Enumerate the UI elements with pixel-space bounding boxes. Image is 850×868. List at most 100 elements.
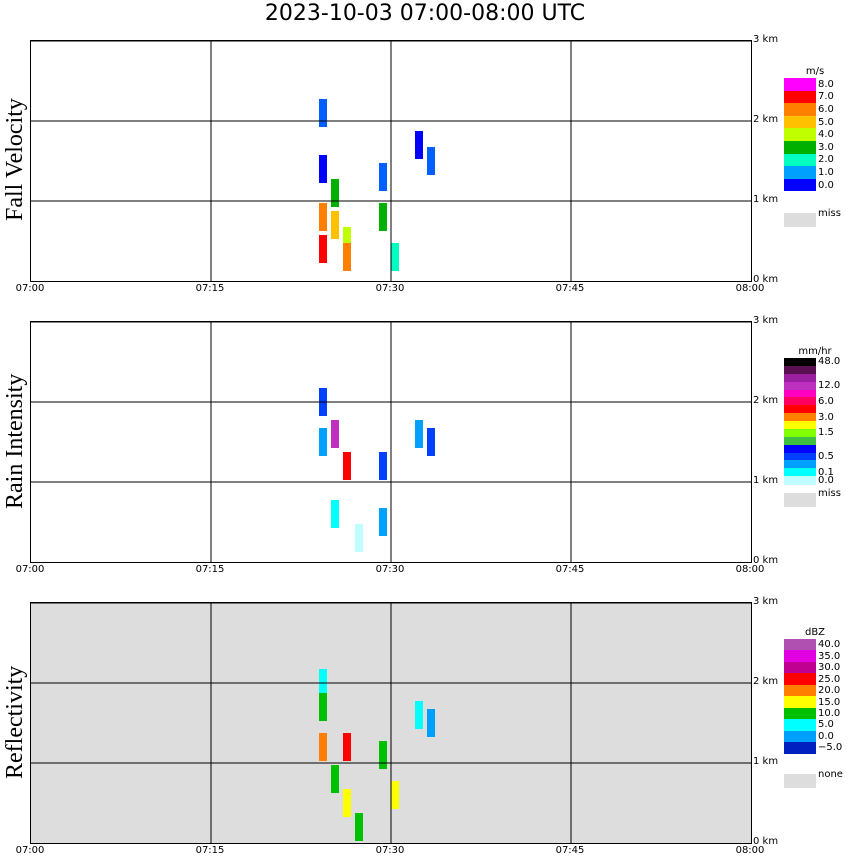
legend-label: 40.0	[818, 639, 841, 651]
echo-cell	[319, 693, 327, 721]
echo-cell	[379, 203, 387, 231]
legend-swatch	[784, 696, 816, 709]
legend-swatch	[784, 373, 816, 383]
x-tick-label: 07:00	[15, 283, 45, 294]
legend-swatch	[784, 707, 816, 720]
legend-missing-label: miss	[818, 488, 841, 499]
echo-cell	[319, 235, 327, 263]
legend-label: 15.0	[818, 696, 841, 708]
echo-cell	[319, 203, 327, 231]
legend-label: 5.0	[818, 719, 834, 731]
echo-cell	[331, 500, 339, 528]
legend-label: 3.0	[818, 141, 834, 153]
echo-cell	[343, 789, 351, 817]
echo-cell	[343, 227, 351, 255]
fall-velocity-label: Fall Velocity	[2, 98, 28, 222]
legend-label: 12.0	[818, 380, 841, 392]
legend-swatch	[784, 365, 816, 375]
legend-swatch	[784, 397, 816, 406]
x-tick-label: 07:45	[555, 845, 585, 856]
x-tick-label: 07:00	[15, 845, 45, 856]
echo-cell	[331, 765, 339, 793]
legend-swatch	[784, 166, 816, 180]
y-tick-label: 3 km	[753, 34, 779, 45]
legend-swatch	[784, 476, 816, 485]
legend-label: 35.0	[818, 650, 841, 662]
rain-intensity-label: Rain Intensity	[2, 373, 28, 509]
legend-label: −5.0	[818, 742, 843, 754]
x-tick-label: 07:15	[195, 564, 225, 575]
echo-cell	[379, 741, 387, 769]
echo-cell	[343, 243, 351, 271]
legend-label: 0.0	[818, 730, 834, 742]
reflectivity-plot-area	[30, 602, 752, 844]
legend-label: 8.0	[818, 78, 834, 90]
legend-swatch	[784, 421, 816, 430]
legend-label: 3.0	[818, 411, 834, 423]
legend-label: 1.0	[818, 167, 834, 178]
legend-swatch	[784, 650, 816, 663]
legend-missing-swatch	[784, 213, 816, 227]
x-tick-label: 07:15	[195, 283, 225, 294]
echo-cell	[319, 99, 327, 127]
echo-cell	[391, 243, 399, 271]
legend-swatch	[784, 742, 816, 755]
y-tick-label: 3 km	[753, 315, 779, 326]
rain-intensity-heatmap	[31, 322, 751, 562]
legend-label: 6.0	[818, 104, 834, 115]
legend-swatch	[784, 639, 816, 651]
echo-cell	[331, 420, 339, 448]
legend-swatch	[784, 141, 816, 155]
legend-label: 30.0	[818, 662, 841, 674]
x-tick-label: 07:30	[375, 845, 405, 856]
y-tick-label: 0 km	[753, 274, 779, 285]
legend-swatch	[784, 673, 816, 686]
echo-cell	[355, 524, 363, 552]
y-tick-label: 0 km	[753, 555, 779, 566]
legend-label: 25.0	[818, 673, 841, 685]
legend-swatch	[784, 428, 816, 438]
y-tick-label: 2 km	[753, 114, 779, 125]
legend-swatch	[784, 413, 816, 422]
echo-cell	[427, 709, 435, 737]
legend-swatch	[784, 444, 816, 453]
echo-cell	[415, 701, 423, 729]
fall-velocity-plot-area	[30, 40, 752, 282]
legend-unit: mm/hr	[798, 346, 832, 357]
y-tick-label: 0 km	[753, 836, 779, 847]
legend-missing-swatch	[784, 493, 816, 507]
legend-label: 20.0	[818, 685, 841, 697]
echo-cell	[331, 179, 339, 207]
legend-label: 48.0	[818, 356, 841, 368]
echo-cell	[427, 147, 435, 175]
x-tick-label: 07:00	[15, 564, 45, 575]
echo-cell	[379, 508, 387, 536]
chart-title: 2023-10-03 07:00-08:00 UTC	[264, 1, 586, 26]
legend-swatch	[784, 381, 816, 390]
echo-cell	[343, 452, 351, 480]
legend-missing-label: none	[818, 769, 843, 780]
y-tick-label: 1 km	[753, 756, 779, 767]
x-tick-label: 07:15	[195, 845, 225, 856]
x-tick-label: 08:00	[735, 845, 765, 856]
legend-swatch	[784, 661, 816, 674]
echo-cell	[319, 428, 327, 456]
x-tick-label: 08:00	[735, 564, 765, 575]
echo-cell	[319, 155, 327, 183]
rain-intensity-plot-area	[30, 321, 752, 563]
echo-cell	[391, 781, 399, 809]
x-tick-label: 07:30	[375, 564, 405, 575]
legend-swatch	[784, 358, 816, 367]
y-tick-label: 1 km	[753, 475, 779, 486]
legend-unit: m/s	[805, 66, 825, 77]
legend-swatch	[784, 90, 816, 104]
legend-swatch	[784, 468, 816, 477]
legend-label: 10.0	[818, 707, 841, 719]
legend-swatch	[784, 103, 816, 117]
echo-cell	[379, 163, 387, 191]
legend-label: 1.5	[818, 427, 834, 439]
legend-unit: dBZ	[804, 627, 826, 638]
reflectivity-label: Reflectivity	[2, 665, 28, 779]
legend-swatch	[784, 191, 816, 205]
y-tick-label: 2 km	[753, 676, 779, 687]
